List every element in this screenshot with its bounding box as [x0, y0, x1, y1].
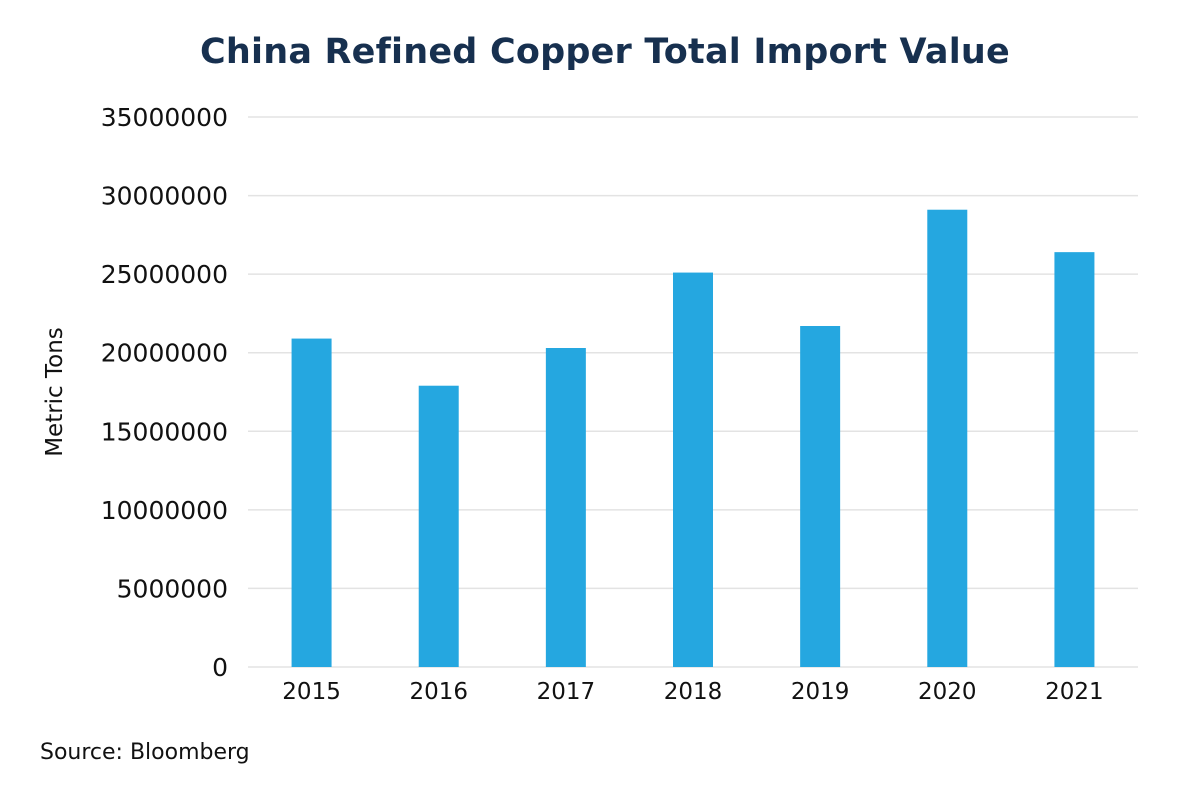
bar-2021: [1054, 252, 1095, 667]
x-tick-label: 2015: [282, 679, 341, 705]
x-tick-label: 2021: [1045, 679, 1104, 705]
y-tick-label: 10000000: [101, 496, 228, 525]
x-tick-label: 2018: [664, 679, 723, 705]
y-tick-label: 30000000: [101, 182, 228, 211]
x-tick-label: 2017: [537, 679, 596, 705]
chart-title: China Refined Copper Total Import Value: [200, 32, 1010, 72]
y-tick-label: 0: [212, 653, 228, 682]
bar-2016: [418, 385, 459, 667]
bar-2017: [545, 348, 586, 667]
x-axis-ticks: 2015 2016 2017 2018 2019 2020 2021: [282, 679, 1103, 705]
y-tick-label: 35000000: [101, 103, 228, 132]
y-tick-label: 5000000: [117, 574, 228, 603]
source-note: Source: Bloomberg: [40, 740, 250, 765]
x-tick-label: 2019: [791, 679, 850, 705]
x-tick-label: 2020: [918, 679, 977, 705]
bar-2015: [291, 338, 332, 667]
x-tick-label: 2016: [409, 679, 468, 705]
y-tick-label: 15000000: [101, 417, 228, 446]
y-tick-label: 25000000: [101, 260, 228, 289]
y-tick-label: 20000000: [101, 339, 228, 368]
bar-2019: [800, 326, 841, 667]
y-axis-ticks: 0 5000000 10000000 15000000 20000000 25000000…: [101, 103, 228, 682]
bar-2020: [927, 209, 968, 667]
y-axis-label: Metric Tons: [42, 327, 68, 457]
bars: [291, 209, 1095, 667]
bar-2018: [673, 272, 713, 667]
